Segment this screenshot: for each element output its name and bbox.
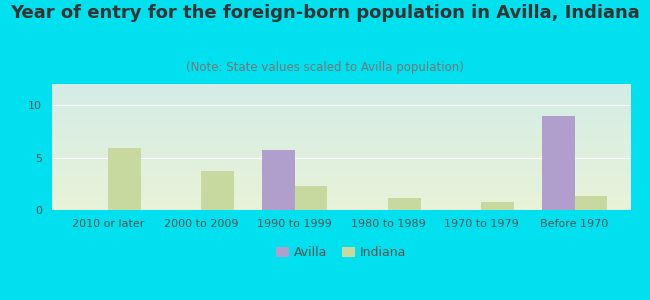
Bar [388, 199, 421, 210]
Bar [481, 202, 514, 210]
Bar [542, 116, 575, 210]
Text: Year of entry for the foreign-born population in Avilla, Indiana: Year of entry for the foreign-born popul… [10, 4, 640, 22]
Bar [262, 150, 294, 210]
Bar [108, 148, 140, 210]
Text: (Note: State values scaled to Avilla population): (Note: State values scaled to Avilla pop… [186, 61, 464, 74]
Bar [202, 171, 234, 210]
Bar [575, 196, 607, 210]
Bar [294, 186, 327, 210]
Legend: Avilla, Indiana: Avilla, Indiana [272, 241, 411, 264]
